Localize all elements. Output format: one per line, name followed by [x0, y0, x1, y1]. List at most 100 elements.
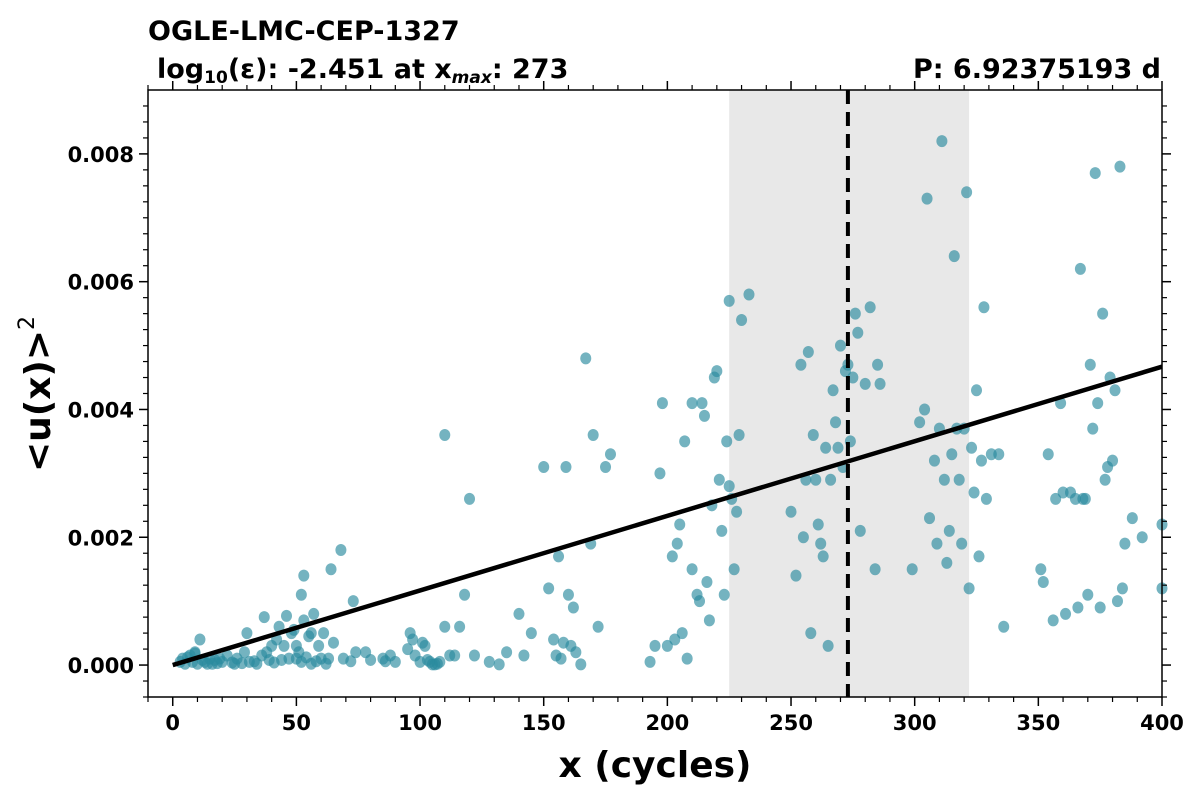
data-point: [812, 518, 824, 531]
data-point: [686, 563, 698, 576]
data-point: [713, 473, 725, 486]
y-tick-label: 0.002: [68, 526, 134, 550]
data-point: [820, 441, 832, 454]
data-point: [1047, 614, 1059, 627]
data-point: [327, 636, 339, 649]
data-point: [604, 448, 616, 461]
data-point: [298, 569, 310, 582]
data-point: [278, 639, 290, 652]
data-point: [1082, 588, 1094, 601]
data-point: [736, 314, 748, 327]
data-point: [973, 550, 985, 563]
y-axis-label-sup: 2: [15, 316, 40, 330]
data-point: [273, 620, 285, 633]
data-point: [864, 301, 876, 314]
data-point: [728, 563, 740, 576]
data-point: [676, 627, 688, 640]
data-point: [716, 524, 728, 537]
data-point: [938, 473, 950, 486]
data-point: [501, 646, 513, 659]
data-point: [961, 186, 973, 199]
x-tick-label: 50: [282, 711, 311, 735]
data-point: [825, 473, 837, 486]
data-point: [743, 288, 755, 301]
data-point: [305, 627, 317, 640]
period-label: P: 6.92375193 d: [912, 54, 1161, 85]
data-point: [698, 409, 710, 422]
data-point: [1050, 492, 1062, 505]
data-point: [365, 653, 377, 666]
data-point: [434, 655, 446, 668]
data-point: [318, 627, 330, 640]
data-point: [733, 429, 745, 442]
data-point: [1109, 384, 1121, 397]
data-point: [852, 326, 864, 339]
data-point: [661, 639, 673, 652]
xmax-subscript: max: [451, 68, 492, 88]
data-point: [731, 505, 743, 518]
data-point: [258, 611, 270, 624]
data-point: [928, 454, 940, 467]
data-point: [701, 575, 713, 588]
data-point: [194, 633, 206, 646]
data-point: [993, 448, 1005, 461]
data-point: [810, 473, 822, 486]
data-point: [525, 627, 537, 640]
eps-label: log: [157, 54, 205, 85]
data-point: [703, 614, 715, 627]
data-point: [1092, 397, 1104, 410]
data-point: [681, 652, 693, 665]
data-point: [953, 473, 965, 486]
data-point: [963, 582, 975, 595]
data-point: [941, 556, 953, 569]
data-point: [1074, 262, 1086, 275]
y-tick-label: 0.006: [68, 271, 134, 295]
data-point: [807, 429, 819, 442]
y-axis-label-main: <u(x)>: [18, 330, 59, 472]
data-point: [854, 524, 866, 537]
data-point: [946, 448, 958, 461]
data-point: [241, 627, 253, 640]
data-point: [978, 301, 990, 314]
data-point: [931, 537, 943, 550]
data-point: [1042, 448, 1054, 461]
data-point: [943, 524, 955, 537]
data-point: [966, 441, 978, 454]
data-point: [968, 486, 980, 499]
data-point: [827, 384, 839, 397]
data-point: [323, 652, 335, 665]
data-point: [560, 460, 572, 473]
data-point: [439, 429, 451, 442]
data-point: [802, 345, 814, 358]
data-point: [1116, 582, 1128, 595]
data-point: [1084, 358, 1096, 371]
data-point: [817, 550, 829, 563]
data-point: [1119, 537, 1131, 550]
x-tick-label: 250: [769, 711, 813, 735]
data-point: [936, 135, 948, 148]
data-point: [347, 595, 359, 608]
data-point: [538, 460, 550, 473]
data-point: [644, 655, 656, 668]
x-tick-label: 0: [165, 711, 180, 735]
data-point: [649, 639, 661, 652]
data-point: [1072, 601, 1084, 614]
data-point: [654, 467, 666, 480]
data-point: [830, 416, 842, 429]
data-point: [600, 460, 612, 473]
data-point: [849, 307, 861, 320]
data-point: [711, 365, 723, 378]
data-point: [493, 658, 505, 671]
x-tick-label: 200: [645, 711, 689, 735]
data-point: [468, 649, 480, 662]
data-point: [694, 595, 706, 608]
y-tick-label: 0.004: [68, 398, 134, 422]
data-point: [439, 620, 451, 633]
data-point: [874, 377, 886, 390]
data-point: [671, 537, 683, 550]
plot-frame: [147, 89, 1163, 698]
y-axis-label: <u(x)>2: [15, 316, 59, 472]
data-point: [562, 588, 574, 601]
data-point: [1060, 607, 1072, 620]
